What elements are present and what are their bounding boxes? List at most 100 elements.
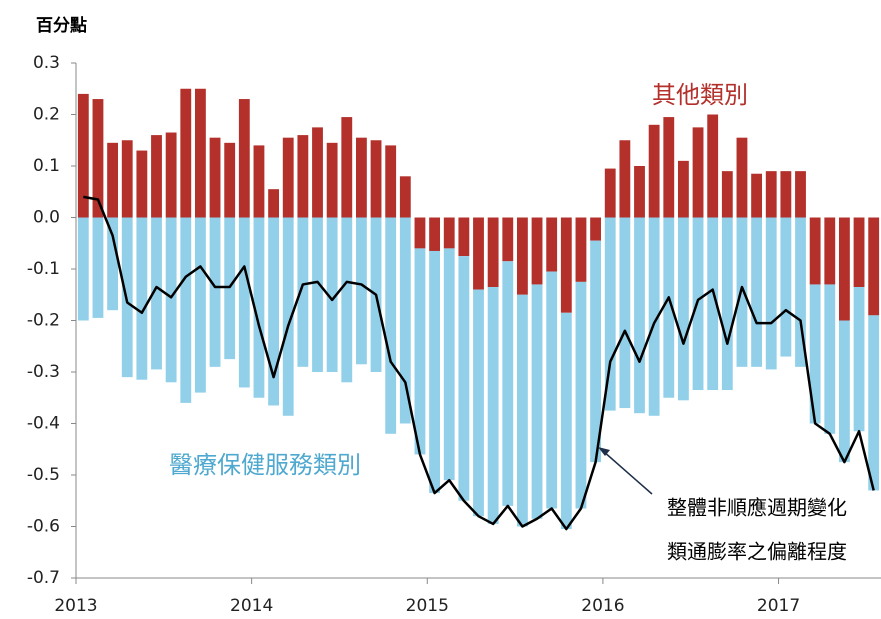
bar (107, 217, 119, 311)
bar (677, 217, 689, 401)
bar (560, 312, 572, 530)
bar (326, 142, 338, 218)
bar (648, 124, 660, 218)
bar (341, 117, 353, 218)
bar (473, 217, 484, 290)
y-tick-label: 0.1 (33, 156, 60, 176)
y-tick-label: 0.2 (33, 105, 60, 125)
bar (634, 217, 645, 414)
bar (399, 176, 411, 218)
plot: -0.7 -0.6 -0.5 -0.4 -0.3 -0.2 -0.1 0.0 0.1 0.2 0.3… (27, 53, 881, 616)
bar (282, 217, 294, 416)
bar (853, 287, 865, 432)
bar (575, 217, 587, 282)
bar (268, 217, 280, 406)
bar (619, 140, 631, 218)
bar (838, 217, 850, 321)
bar (590, 217, 602, 241)
bar (107, 142, 119, 218)
bar (458, 256, 470, 501)
bar (429, 250, 441, 494)
bar (868, 315, 880, 491)
bar (663, 117, 675, 218)
x-tick-label: 2014 (230, 596, 273, 616)
bar (136, 150, 148, 218)
bar (209, 217, 221, 367)
y-tick-label: -0.1 (27, 259, 60, 279)
y-tick-label: -0.5 (27, 465, 60, 485)
bar (92, 99, 104, 218)
bar (487, 217, 499, 288)
y-tick-label: 0.3 (33, 53, 60, 73)
bar (780, 171, 792, 218)
bar (795, 171, 806, 218)
bar (751, 217, 763, 367)
x-tick-label: 2017 (757, 596, 800, 616)
bar (238, 99, 250, 218)
bar (853, 217, 865, 288)
bar (560, 217, 572, 313)
bar (824, 284, 836, 434)
annotation: 類通膨率之偏離程度 (667, 540, 847, 564)
bar (487, 287, 499, 524)
annotation: 整體非順應週期變化 (667, 496, 847, 520)
x-tick-label: 2015 (406, 596, 449, 616)
bar (414, 248, 426, 455)
bar (297, 217, 309, 367)
bar (224, 142, 236, 218)
bar (795, 217, 806, 367)
bar (677, 160, 689, 218)
bar (765, 171, 777, 218)
x-tick-label: 2013 (54, 596, 97, 616)
bar (458, 217, 470, 257)
bar (531, 217, 543, 285)
bar (268, 189, 280, 218)
y-tick-label: -0.3 (27, 362, 60, 382)
bar (780, 217, 792, 357)
bar (282, 137, 294, 218)
bar (751, 173, 763, 218)
y-tick-label: -0.2 (27, 311, 60, 331)
bar (341, 217, 353, 383)
bar (312, 217, 323, 372)
bar (355, 137, 367, 218)
bar (253, 145, 265, 218)
bar (809, 217, 821, 285)
bar (736, 217, 748, 367)
bar (721, 217, 733, 391)
arrow-head (598, 447, 610, 456)
series-label: 醫療保健服務類別 (169, 451, 361, 479)
bar (502, 217, 514, 262)
bar (121, 140, 133, 218)
y-tick-label: -0.7 (27, 568, 60, 588)
bar (838, 320, 850, 463)
bar (136, 217, 148, 380)
bar (736, 137, 748, 218)
bar (429, 217, 441, 251)
bar (385, 145, 397, 218)
y-tick-label: 0.0 (33, 208, 60, 228)
bar (165, 217, 177, 383)
y-tick-label: -0.6 (27, 517, 60, 537)
x-tick-label: 2016 (581, 596, 624, 616)
bar (707, 114, 719, 218)
bar (326, 217, 338, 372)
bar (399, 217, 411, 424)
bar (531, 284, 543, 519)
bar (224, 217, 236, 360)
bar (238, 217, 250, 388)
bar (634, 166, 645, 218)
bar (194, 88, 206, 218)
bar (692, 127, 704, 218)
bar (590, 240, 602, 463)
bar (546, 217, 558, 272)
bar (604, 168, 616, 218)
bar (868, 217, 880, 316)
series-label: 其他類別 (652, 81, 748, 109)
bar (312, 127, 323, 218)
bar (370, 140, 382, 218)
bar (619, 217, 631, 409)
annotation-arrow (602, 450, 653, 495)
bar (194, 217, 206, 393)
